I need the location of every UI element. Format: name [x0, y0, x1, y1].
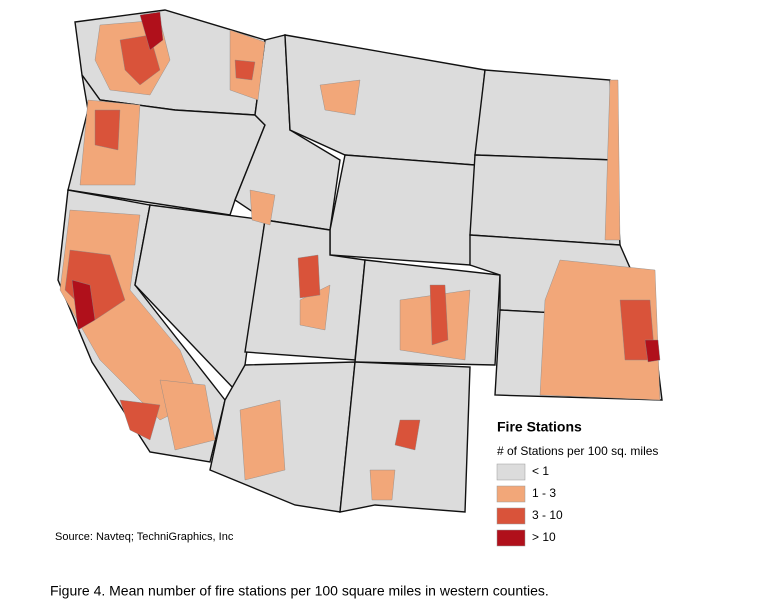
- legend-swatch: [496, 463, 526, 481]
- county-shading: [59, 11, 661, 501]
- legend-title: Fire Stations: [497, 419, 582, 435]
- wyoming: [329, 154, 476, 266]
- legend-label: 3 - 10: [532, 508, 563, 522]
- legend-swatch: [496, 485, 526, 503]
- map: [57, 9, 663, 513]
- legend-label: < 1: [532, 464, 549, 478]
- legend-swatch: [496, 529, 526, 547]
- legend-subtitle: # of Stations per 100 sq. miles: [497, 444, 658, 458]
- legend: Fire Stations # of Stations per 100 sq. …: [496, 419, 658, 547]
- legend-label: 1 - 3: [532, 486, 556, 500]
- caption: Figure 4. Mean number of fire stations p…: [50, 583, 549, 599]
- legend-items: < 1 1 - 3 3 - 10 > 10: [496, 463, 563, 547]
- source: Source: Navteq; TechniGraphics, Inc: [55, 531, 234, 543]
- legend-label: > 10: [532, 530, 556, 544]
- south-dakota: [469, 154, 621, 246]
- north-dakota: [474, 69, 616, 161]
- legend-swatch: [496, 507, 526, 525]
